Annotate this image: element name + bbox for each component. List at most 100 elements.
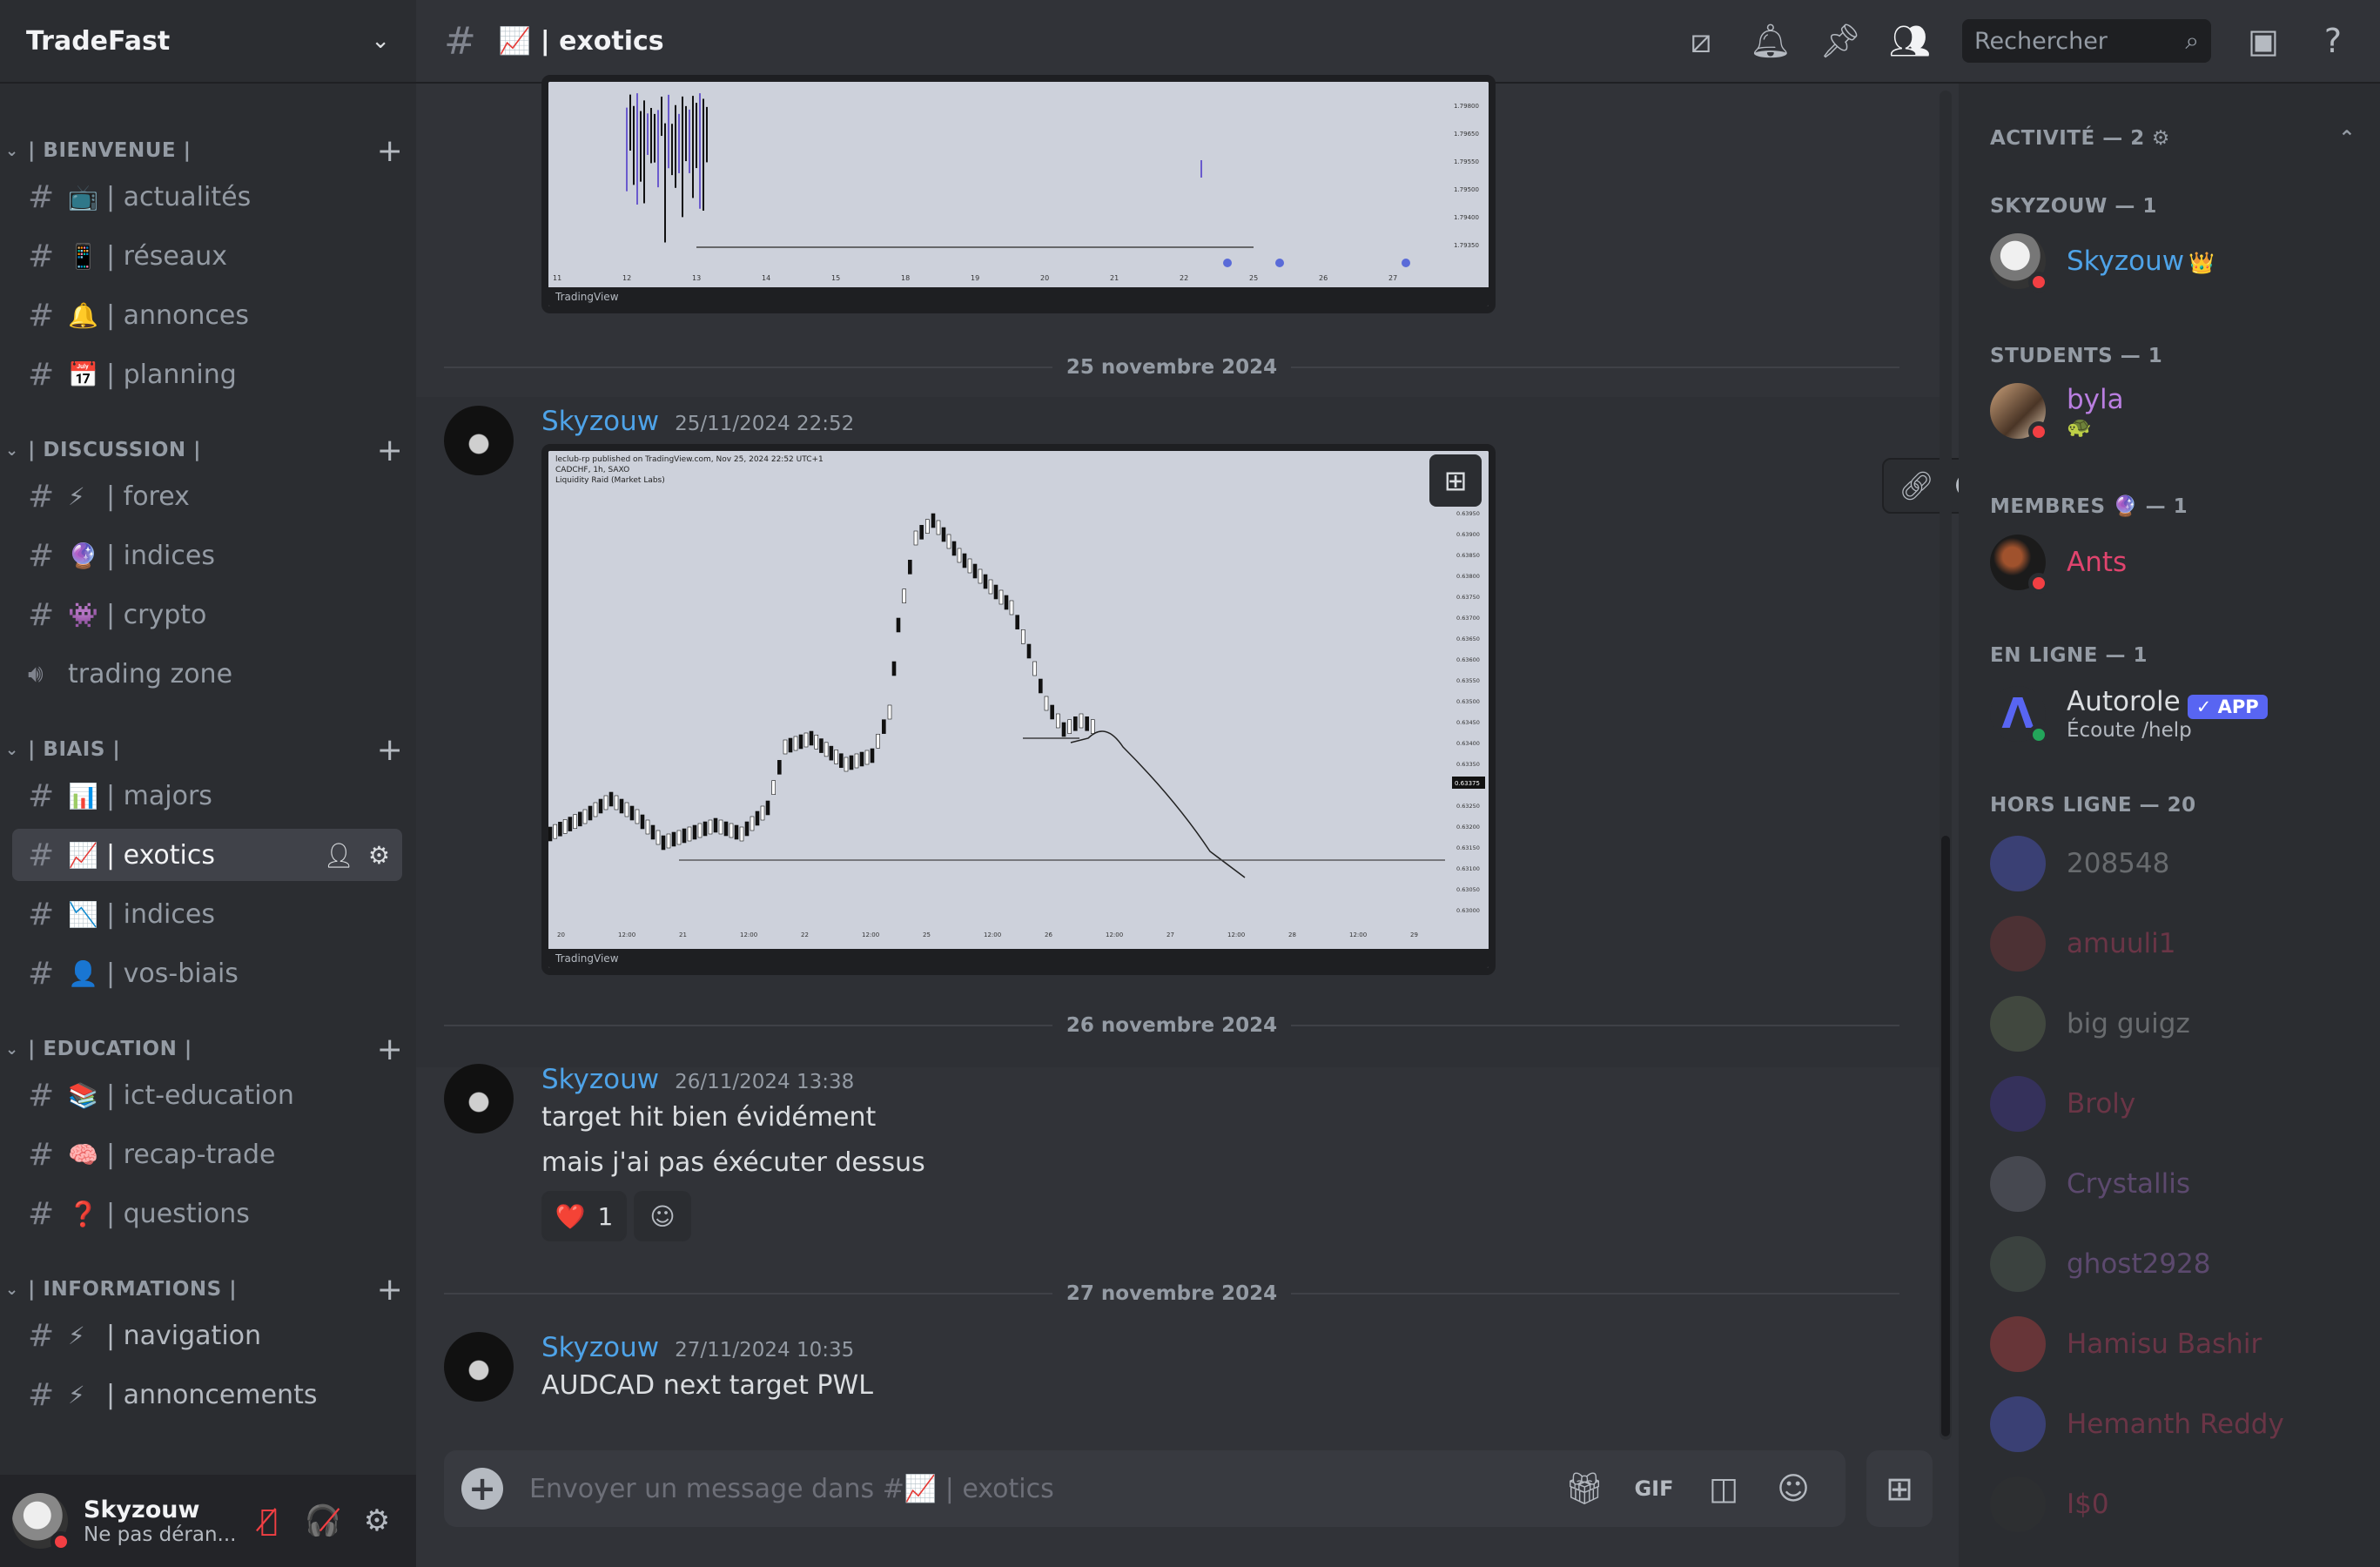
emoji-icon[interactable]: ☺ bbox=[1777, 1470, 1810, 1507]
channel-item[interactable]: # 📈 | exotics 👤︎ ⚙ bbox=[12, 829, 402, 881]
member-item[interactable]: Hamisu Bashir bbox=[1990, 1313, 2373, 1375]
candle bbox=[931, 513, 936, 528]
message-avatar[interactable] bbox=[444, 406, 514, 475]
add-channel-icon[interactable]: + bbox=[376, 731, 404, 768]
message-avatar[interactable] bbox=[444, 1064, 514, 1133]
channel-item[interactable]: # 📚 | ict-education bbox=[12, 1069, 402, 1121]
gear-icon[interactable]: ⚙ bbox=[367, 840, 390, 870]
member-item[interactable]: big guigz bbox=[1990, 992, 2373, 1055]
category-header[interactable]: ⌄ | BIENVENUE | + bbox=[0, 129, 416, 172]
channel-item[interactable]: # 🔮 | indices bbox=[12, 529, 402, 582]
channel-list: ⌄ | BIENVENUE | + # 📺 | actualités # 📱 | réseaux… bbox=[0, 84, 416, 1475]
member-avatar bbox=[1990, 1476, 2046, 1532]
candle bbox=[682, 828, 687, 844]
channel-emoji: 📺 bbox=[68, 182, 98, 212]
candle bbox=[777, 760, 782, 775]
member-item[interactable]: byla 🐢 bbox=[1990, 380, 2373, 442]
message-text: AUDCAD next target PWL bbox=[541, 1370, 873, 1401]
member-item[interactable]: Hemanth Reddy bbox=[1990, 1393, 2373, 1456]
reaction-heart[interactable]: ❤️ 1 bbox=[541, 1191, 627, 1241]
y-tick-label: 0.63700 bbox=[1456, 615, 1480, 622]
user-info[interactable]: Skyzouw Ne pas déran... bbox=[84, 1496, 242, 1546]
candle bbox=[998, 589, 1004, 605]
candle bbox=[891, 661, 897, 676]
text-channel-icon: # bbox=[444, 18, 476, 64]
message-author[interactable]: Skyzouw bbox=[541, 406, 660, 437]
scrollbar-thumb[interactable] bbox=[1941, 836, 1950, 1436]
pin-icon[interactable]: 📌︎ bbox=[1819, 21, 1862, 60]
candle bbox=[876, 734, 880, 749]
headset-deafened-icon[interactable]: 🎧̸ bbox=[304, 1503, 342, 1538]
apps-icon[interactable]: ⊞ bbox=[1866, 1450, 1933, 1527]
member-item[interactable]: I$0 bbox=[1990, 1473, 2373, 1536]
channel-item[interactable]: # ⚡ | forex bbox=[12, 470, 402, 522]
member-item[interactable]: Skyzouw 👑 bbox=[1990, 230, 2373, 293]
server-header[interactable]: TradeFast ⌄ bbox=[0, 0, 416, 84]
hash-icon: # bbox=[28, 896, 55, 932]
add-reaction-button[interactable]: ☺ bbox=[634, 1191, 691, 1241]
category-header[interactable]: ⌄ | BIAIS | + bbox=[0, 728, 416, 771]
threads-icon[interactable]: ⧄ bbox=[1690, 21, 1712, 60]
member-name: byla bbox=[2067, 383, 2124, 415]
chevron-down-icon[interactable]: ⌄ bbox=[371, 28, 390, 54]
gif-icon[interactable]: GIF bbox=[1634, 1476, 1674, 1501]
category-header[interactable]: ⌄ | EDUCATION | + bbox=[0, 1027, 416, 1071]
copy-link-icon[interactable]: 🔗︎ bbox=[1899, 469, 1934, 502]
channel-item[interactable]: # 📺 | actualités bbox=[12, 171, 402, 223]
message-input[interactable]: + Envoyer un message dans #📈 | exotics 🎁… bbox=[444, 1450, 1846, 1527]
candle bbox=[798, 734, 803, 750]
members-icon[interactable]: 👥︎ bbox=[1888, 21, 1932, 60]
chart-image[interactable]: 20 12:00 21 12:00 22 12:00 25 12:00 26 12:00 27 12:… bbox=[541, 444, 1496, 975]
channel-item[interactable]: # 📱 | réseaux bbox=[12, 230, 402, 282]
category-header[interactable]: ⌄ | INFORMATIONS | + bbox=[0, 1268, 416, 1311]
message-avatar[interactable] bbox=[444, 1332, 514, 1402]
category-header[interactable]: ⌄ | DISCUSSION | + bbox=[0, 428, 416, 472]
bell-icon[interactable]: 🔔︎ bbox=[1749, 21, 1792, 60]
channel-item[interactable]: # 📊 | majors bbox=[12, 770, 402, 822]
member-item[interactable]: ghost2928 bbox=[1990, 1233, 2373, 1295]
add-channel-icon[interactable]: + bbox=[376, 432, 404, 468]
settings-gear-icon[interactable]: ⚙ bbox=[363, 1503, 391, 1538]
member-item[interactable]: Broly bbox=[1990, 1073, 2373, 1135]
channel-item[interactable]: # ❓ | questions bbox=[12, 1187, 402, 1240]
member-item[interactable]: Ants bbox=[1990, 531, 2373, 594]
channel-item[interactable]: # 👾 | crypto bbox=[12, 588, 402, 641]
gift-icon[interactable]: 🎁︎ bbox=[1564, 1471, 1604, 1507]
add-channel-icon[interactable]: + bbox=[376, 1271, 404, 1308]
member-item[interactable]: 208548 bbox=[1990, 832, 2373, 895]
channel-item[interactable]: # ⚡ | annoncements bbox=[12, 1369, 402, 1421]
channel-item[interactable]: # ⚡ | navigation bbox=[12, 1309, 402, 1362]
chevron-up-icon[interactable]: ⌃ bbox=[2338, 127, 2356, 150]
hash-icon: # bbox=[28, 777, 55, 814]
upload-plus-icon[interactable]: + bbox=[461, 1468, 503, 1510]
channel-item[interactable]: # 🔔 | annonces bbox=[12, 289, 402, 341]
message-author[interactable]: Skyzouw bbox=[541, 1332, 660, 1363]
candle bbox=[598, 798, 603, 814]
chart-image-previous[interactable]: 11 12 13 14 15 18 19 20 21 22 25 26 27 1.79800 1.79650… bbox=[541, 75, 1496, 313]
member-group-title: SKYZOUW — 1 bbox=[1990, 195, 2157, 218]
member-item[interactable]: amuuli1 bbox=[1990, 912, 2373, 975]
date-divider: 26 novembre 2024 bbox=[444, 1008, 1899, 1043]
inbox-icon[interactable]: ▣ bbox=[2248, 22, 2279, 60]
search-input[interactable]: Rechercher ⌕ bbox=[1962, 19, 2211, 63]
add-channel-icon[interactable]: + bbox=[376, 132, 404, 169]
channel-item[interactable]: # 🧠 | recap-trade bbox=[12, 1128, 402, 1180]
activity-header[interactable]: ACTIVITÉ — 2 ⚙ ⌃ bbox=[1990, 127, 2356, 150]
candle bbox=[734, 824, 739, 840]
channel-item[interactable]: 🔊︎ trading zone bbox=[12, 648, 402, 700]
member-item[interactable]: Λ Autorole ✓ APP Écoute /help bbox=[1990, 683, 2373, 745]
member-list: ACTIVITÉ — 2 ⚙ ⌃ SKYZOUW — 1 Skyzouw 👑 S… bbox=[1959, 84, 2380, 1567]
help-icon[interactable]: ? bbox=[2323, 22, 2343, 60]
sticker-icon[interactable]: ◫ bbox=[1708, 1470, 1738, 1507]
member-item[interactable]: Crystallis bbox=[1990, 1153, 2373, 1215]
channel-item[interactable]: # 👤 | vos-biais bbox=[12, 947, 402, 999]
message-author[interactable]: Skyzouw bbox=[541, 1064, 660, 1095]
channel-item[interactable]: # 📉 | indices bbox=[12, 888, 402, 940]
app-launcher-icon[interactable]: ⊞ bbox=[1429, 454, 1482, 507]
mic-muted-icon[interactable]: 🎙̸ bbox=[259, 1503, 279, 1538]
channel-name: | actualités bbox=[106, 181, 252, 212]
channel-item[interactable]: # 📅 | planning bbox=[12, 348, 402, 400]
add-channel-icon[interactable]: + bbox=[376, 1031, 404, 1067]
user-avatar[interactable] bbox=[12, 1493, 71, 1552]
invite-icon[interactable]: 👤︎ bbox=[323, 840, 354, 870]
